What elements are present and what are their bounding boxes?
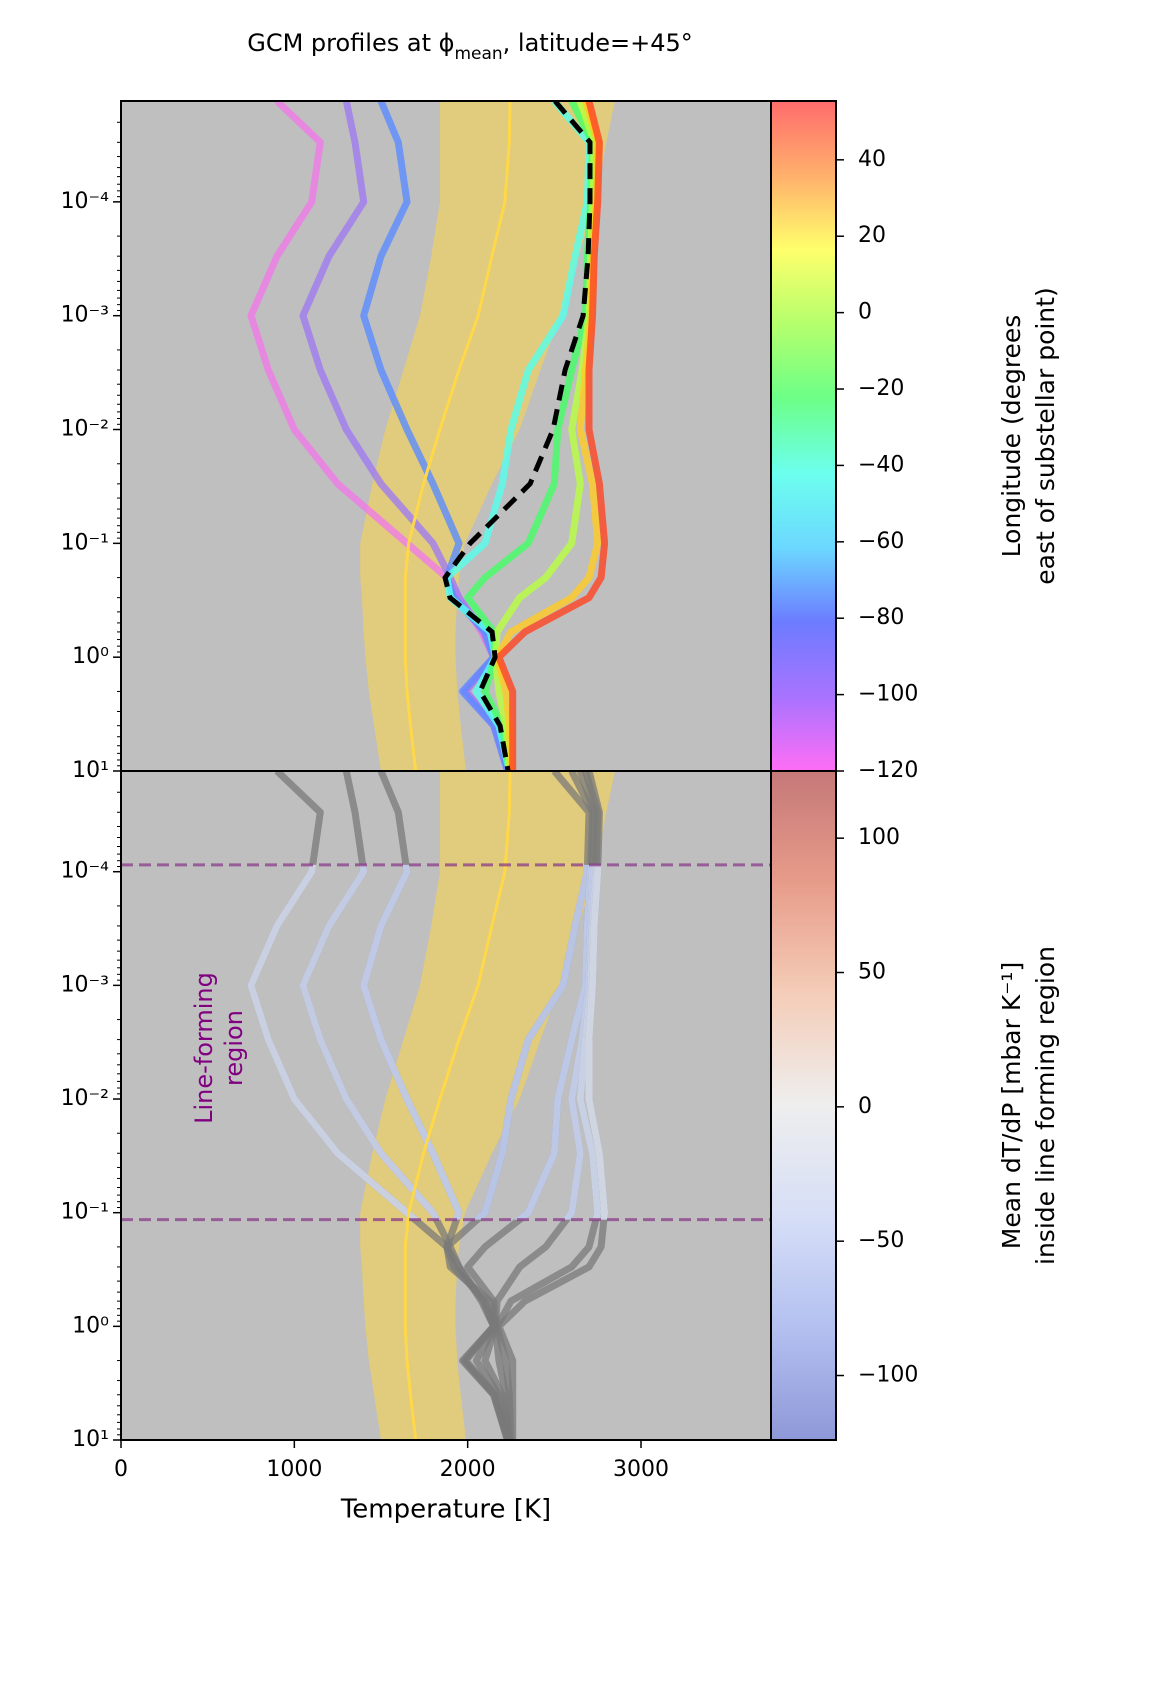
y-tick-label: 10⁻³ (61, 303, 109, 328)
title-part: , latitude=+45° (503, 29, 693, 57)
y-tick-label: 10¹ (72, 758, 109, 783)
y-tick-label: 10¹ (72, 1427, 109, 1452)
colorbar-tick-label: 40 (858, 147, 886, 172)
y-tick-label: 10⁻² (61, 1086, 109, 1111)
colorbar-tick-label: −20 (858, 376, 904, 401)
reference-line (403, 101, 512, 771)
x-tick-label: 0 (114, 1457, 128, 1482)
colorbar-tick-label: 100 (858, 825, 900, 850)
temperature-band (360, 771, 615, 1440)
x-tick-label: 3000 (613, 1457, 669, 1482)
y-tick-label: 10⁻¹ (61, 530, 109, 555)
y-tick-label: 10⁻⁴ (61, 859, 110, 884)
colorbar-label-line: east of substellar point) (1031, 287, 1060, 584)
y-tick-label: 10⁻³ (61, 972, 109, 997)
y-tick-label: 10⁻¹ (61, 1200, 109, 1225)
region-label-line: Line-forming (190, 972, 218, 1124)
colorbar (770, 100, 837, 772)
colorbar-tick-label: −40 (858, 452, 904, 477)
profile-line-region (585, 864, 609, 1220)
colorbar-tick-label: −50 (858, 1228, 904, 1253)
title-subscript: mean (454, 44, 502, 64)
chart-title: GCM profiles at ϕmean, latitude=+45° (247, 29, 693, 64)
profile-line-region (472, 864, 591, 1220)
colorbar-tick-label: −100 (858, 1363, 918, 1388)
profile-line-region (360, 864, 463, 1220)
colorbar-tick-label: 20 (858, 223, 886, 248)
colorbar-tick-label: 0 (858, 1094, 872, 1119)
colorbar-tick-label: −100 (858, 682, 918, 707)
y-tick-label: 10⁰ (72, 644, 109, 669)
colorbar-tick-label: 50 (858, 960, 886, 985)
profile-line (495, 101, 609, 771)
title-part: GCM profiles at ϕ (247, 29, 454, 57)
colorbar-label: Mean dT/dP [mbar K⁻¹] inside line forming… (997, 946, 1060, 1265)
x-tick-label: 1000 (266, 1457, 322, 1482)
profile-line (360, 101, 511, 771)
colorbar-label-line: Mean dT/dP [mbar K⁻¹] (997, 962, 1026, 1249)
reference-line (403, 771, 512, 1440)
colorbar-label: Longitude (degrees east of substellar poi… (997, 287, 1060, 584)
colorbar-tick-label: −60 (858, 529, 904, 554)
plot-content (247, 771, 615, 1440)
y-tick-label: 10⁰ (72, 1313, 109, 1338)
x-tick-label: 2000 (440, 1457, 496, 1482)
plot-content (247, 101, 615, 771)
colorbar-label-line: Longitude (degrees (997, 315, 1026, 558)
colorbar-tick-label: 0 (858, 300, 872, 325)
region-label: Line-formingregion (190, 972, 248, 1124)
profile-line-region (247, 864, 421, 1220)
y-tick-label: 10⁻² (61, 417, 109, 442)
x-axis-label: Temperature [K] (340, 1495, 551, 1525)
colorbar-tick-label: −80 (858, 605, 904, 630)
colorbar-tick-label: −120 (858, 758, 918, 783)
region-label-line: region (220, 1010, 248, 1086)
colorbar (770, 770, 837, 1441)
mean-profile (442, 101, 593, 771)
y-tick-label: 10⁻⁴ (61, 189, 110, 214)
temperature-band (360, 101, 615, 771)
profile-line-region (299, 864, 441, 1220)
colorbar-label-line: inside line forming region (1031, 946, 1060, 1265)
